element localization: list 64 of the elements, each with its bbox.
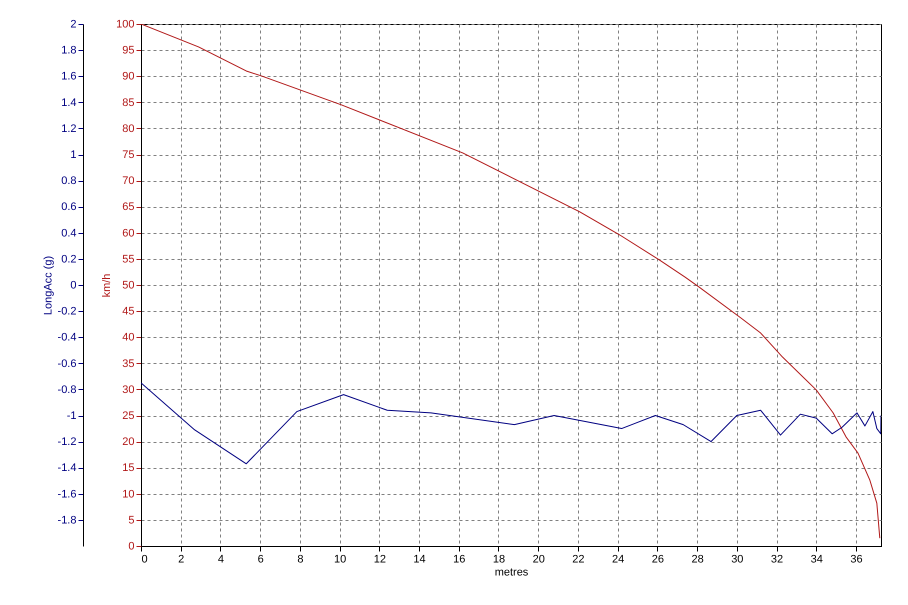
- x-tick-label: 36: [850, 554, 863, 566]
- y-tick-label: 85: [122, 96, 134, 109]
- y2-tick-label: 1.4: [61, 96, 76, 109]
- y-tick-label: 90: [122, 70, 134, 83]
- y2-tick-label: 0: [70, 280, 76, 292]
- y2-tick-label: 0.2: [61, 253, 76, 266]
- y2-tick-label: -1.8: [58, 514, 76, 526]
- y-tick-label: 60: [122, 227, 134, 240]
- x-tick-label: 6: [258, 554, 264, 566]
- y-tick-label: 75: [122, 149, 134, 161]
- x-tick-label: 34: [810, 554, 823, 566]
- x-tick-label: 4: [218, 554, 224, 566]
- x-tick-label: 12: [374, 554, 386, 566]
- y-tick-label: 55: [122, 253, 134, 266]
- x-tick-label: 10: [334, 554, 346, 566]
- y-tick-label: 70: [122, 175, 134, 188]
- y-tick-label: 65: [122, 201, 134, 214]
- y2-axis-title: LongAcc (g): [42, 256, 55, 316]
- y-tick-label: 15: [122, 462, 134, 474]
- x-tick-label: 24: [612, 554, 624, 566]
- x-tick-label: 8: [297, 554, 304, 566]
- y2-tick-label: -0.6: [58, 358, 76, 370]
- x-tick-label: 28: [691, 554, 704, 566]
- x-tick-label: 20: [532, 554, 545, 566]
- y2-tick-label: 1.6: [61, 70, 76, 83]
- y2-tick-label: 2: [70, 18, 76, 30]
- y2-tick-label: 1.2: [61, 122, 76, 135]
- y2-tick-label: 0.6: [61, 201, 76, 214]
- y-tick-label: 40: [122, 332, 134, 344]
- y-tick-label: 35: [122, 358, 134, 370]
- x-tick-label: 2: [178, 554, 184, 566]
- x-tick-label: 0: [142, 554, 148, 566]
- y2-tick-label: -1.2: [58, 436, 76, 448]
- y2-tick-label: 0.4: [61, 227, 76, 240]
- x-tick-label: 14: [413, 554, 426, 566]
- y-tick-label: 50: [122, 280, 134, 292]
- y2-tick-label: -0.8: [58, 384, 76, 396]
- y-tick-label: 25: [122, 410, 134, 422]
- y-tick-label: 100: [116, 18, 134, 30]
- y-axis-title: km/h: [101, 274, 114, 298]
- y2-tick-label: 1.8: [61, 44, 76, 57]
- y2-tick-label: 0.8: [61, 175, 76, 188]
- y-tick-label: 45: [122, 306, 134, 318]
- line-series: [141, 382, 881, 464]
- y2-tick-label: 1: [70, 149, 76, 161]
- x-tick-label: 32: [770, 554, 784, 566]
- y-tick-label: 80: [122, 122, 134, 135]
- x-tick-label: 26: [652, 554, 664, 566]
- y-tick-label: 20: [122, 436, 134, 448]
- y2-tick-label: -1.6: [58, 488, 76, 500]
- x-tick-label: 22: [572, 554, 585, 566]
- x-tick-label: 16: [453, 554, 466, 566]
- y2-tick-label: -1: [66, 410, 76, 422]
- y-tick-label: 30: [122, 384, 134, 396]
- y2-tick-label: -1.4: [58, 462, 76, 474]
- x-tick-label: 18: [492, 554, 506, 566]
- y-tick-label: 5: [128, 514, 134, 526]
- y-tick-label: 10: [122, 488, 134, 500]
- x-tick-label: 30: [731, 554, 744, 566]
- y-tick-label: 95: [122, 44, 134, 57]
- x-axis-title: metres: [494, 566, 529, 578]
- y-tick-label: 0: [128, 540, 134, 552]
- y2-tick-label: -0.4: [58, 332, 76, 344]
- y2-tick-label: -0.2: [58, 306, 76, 318]
